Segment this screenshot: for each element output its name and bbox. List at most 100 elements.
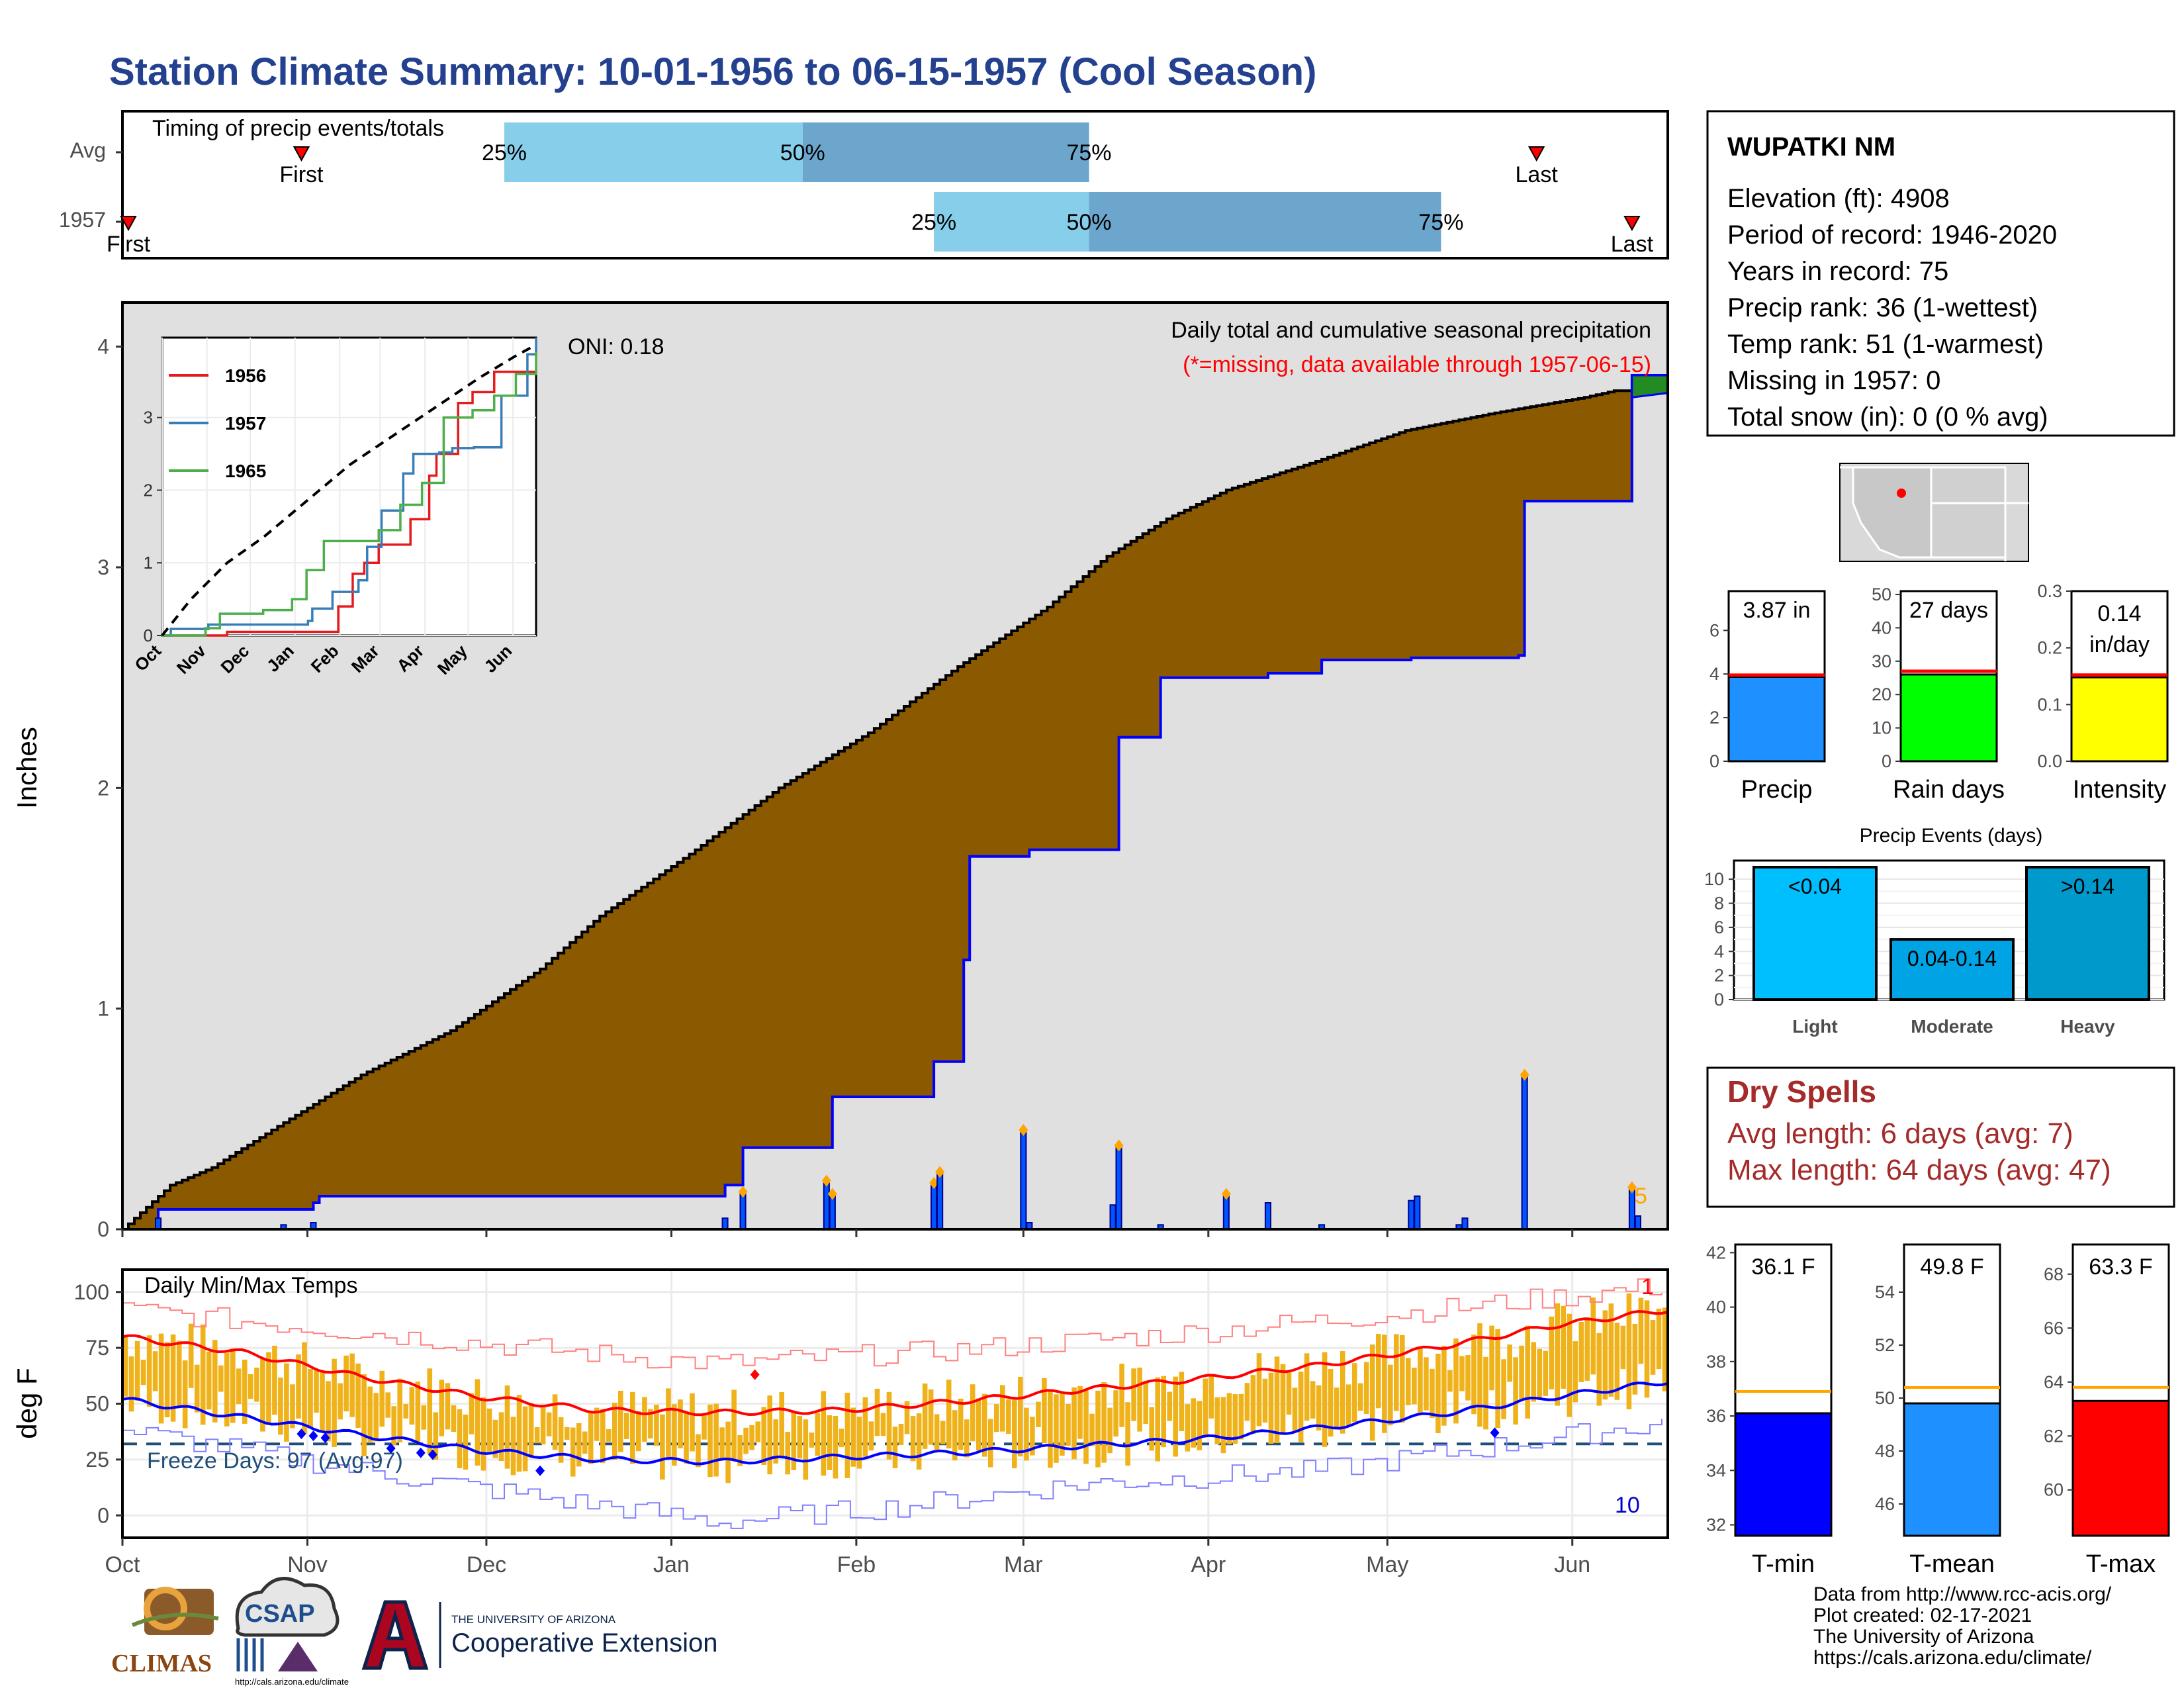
timing-q75-label: 75% <box>1066 140 1111 165</box>
daily-temp-bar <box>1280 1364 1286 1435</box>
daily-temp-bar <box>516 1395 522 1472</box>
temp-summary-tick-label: 54 <box>1875 1282 1895 1302</box>
timing-q25-label: 25% <box>482 140 527 165</box>
daily-temp-bar <box>910 1416 916 1462</box>
daily-temp-bar <box>314 1370 319 1413</box>
summary-bar-tick-label: 0 <box>1882 751 1891 771</box>
daily-temp-bar <box>1173 1376 1178 1457</box>
precip-caption: Daily total and cumulative seasonal prec… <box>1171 318 1651 343</box>
csap-rain-icon <box>236 1638 264 1671</box>
daily-temp-bar <box>916 1413 922 1470</box>
dry-spells-box: Dry Spells Avg length: 6 days (avg: 7) M… <box>1706 1066 2175 1208</box>
timing-first-marker-icon <box>293 146 310 162</box>
daily-temp-bar <box>767 1395 772 1475</box>
daily-temp-bar <box>1000 1385 1005 1432</box>
temp-summary-bar-t-max <box>2071 1399 2170 1537</box>
footer-credit-line: https://cals.arizona.edu/climate/ <box>1813 1647 2092 1669</box>
month-tick-label: Jun <box>1554 1552 1590 1577</box>
daily-temp-bar <box>737 1435 743 1466</box>
daily-temp-bar <box>1489 1325 1494 1391</box>
temp-y-axis: 0 25 50 75 100 <box>74 1280 122 1527</box>
daily-temp-bar <box>648 1409 653 1439</box>
daily-temp-bar <box>379 1370 385 1427</box>
precip-missing-note: (*=missing, data available through 1957-… <box>1183 352 1651 377</box>
daily-temp-bar <box>1334 1387 1340 1429</box>
month-axis: Oct Nov Dec Jan Feb Mar Apr May Jun <box>105 1538 1590 1577</box>
events-y-tick-label: 0 <box>1714 990 1724 1009</box>
daily-temp-bar <box>1095 1390 1101 1468</box>
temp-summary-value: 63.3 F <box>2089 1254 2152 1280</box>
ua-line-2: Cooperative Extension <box>451 1628 717 1658</box>
temp-summary-bar-t-mean <box>1903 1402 2001 1537</box>
climas-field-icon <box>131 1613 219 1627</box>
daily-temp-bar <box>1030 1417 1035 1456</box>
inset-y-tick-label: 1 <box>144 553 153 573</box>
daily-temp-bar <box>546 1412 552 1436</box>
daily-temp-bar <box>1507 1344 1512 1382</box>
daily-temp-bar <box>1143 1380 1148 1425</box>
daily-temp-bar <box>278 1378 283 1435</box>
temp-summary-tick-label: 32 <box>1706 1515 1726 1535</box>
daily-temp-bar <box>880 1413 886 1436</box>
events-y-tick-label: 6 <box>1714 917 1724 937</box>
daily-precip-rank-marker <box>827 1188 837 1200</box>
daily-temp-bar <box>672 1404 677 1466</box>
daily-temp-bar <box>1077 1385 1083 1439</box>
daily-temp-bar <box>1590 1297 1596 1375</box>
daily-temp-bar <box>1620 1325 1626 1370</box>
daily-temp-bar <box>1274 1356 1280 1443</box>
daily-temp-bar <box>343 1355 349 1412</box>
daily-temp-bar <box>809 1432 815 1448</box>
precip-events-chart: Precip Events (days) 0 2 4 6 8 10 <0.04 Light 0.… <box>1704 825 2165 1037</box>
daily-temp-bar <box>1418 1346 1423 1413</box>
daily-temp-bar <box>182 1360 188 1429</box>
daily-temp-bar <box>1161 1376 1166 1448</box>
daily-temp-bar <box>260 1357 265 1432</box>
daily-temp-bar <box>1596 1333 1602 1406</box>
daily-temp-bar <box>594 1407 600 1441</box>
daily-temp-bar <box>385 1392 390 1418</box>
daily-temp-bar <box>660 1414 665 1480</box>
daily-temp-bar <box>940 1421 946 1444</box>
daily-temp-bar <box>904 1401 910 1434</box>
summary-bar-value: 3.87 in <box>1743 598 1810 623</box>
precip-y-tick-label: 0 <box>97 1217 109 1241</box>
daily-temp-bar <box>1054 1394 1059 1463</box>
events-bar-moderate <box>1889 938 2015 1002</box>
daily-precip-bar <box>936 1171 944 1231</box>
daily-temp-bar <box>1060 1393 1065 1456</box>
daily-temp-bar <box>731 1389 737 1461</box>
daily-temp-bar <box>791 1412 797 1470</box>
daily-temp-bar <box>1298 1372 1304 1442</box>
daily-temp-bar <box>475 1379 480 1466</box>
daily-temp-bar <box>952 1410 958 1461</box>
daily-temp-bar <box>463 1414 469 1470</box>
events-y-tick-label: 2 <box>1714 966 1724 986</box>
daily-precip-bar <box>1264 1202 1272 1230</box>
inset-legend-label: 1957 <box>225 413 266 434</box>
timing-q75-label: 75% <box>1418 210 1463 235</box>
daily-temp-bar <box>928 1389 934 1445</box>
daily-temp-bar <box>439 1380 445 1436</box>
daily-temp-bar <box>1537 1348 1542 1400</box>
station-info-line: Temp rank: 51 (1-warmest) <box>1727 330 2044 359</box>
daily-temp-bar <box>296 1354 301 1419</box>
temp-avg-max-line <box>122 1310 1668 1417</box>
csap-logo: CSAP http://cals.arizona.edu/climate <box>235 1577 349 1687</box>
station-info-line: Missing in 1957: 0 <box>1727 366 1940 395</box>
daily-temp-bar <box>713 1403 719 1477</box>
temp-summary-tick-label: 48 <box>1875 1441 1895 1461</box>
temp-summary-label: T-max <box>2086 1550 2156 1578</box>
daily-temp-bar <box>1262 1378 1268 1423</box>
daily-temp-bar <box>1316 1385 1322 1430</box>
station-info-line: Elevation (ft): 4908 <box>1727 184 1950 213</box>
summary-bar-tick-label: 10 <box>1872 718 1891 738</box>
daily-temp-bar <box>1424 1357 1429 1411</box>
daily-temp-bar <box>785 1432 790 1475</box>
dry-spells-avg: Avg length: 6 days (avg: 7) <box>1727 1117 2073 1150</box>
daily-temp-bar <box>892 1427 898 1468</box>
temp-summary-tick-label: 52 <box>1875 1335 1895 1355</box>
daily-temp-bar <box>1071 1387 1077 1460</box>
daily-temp-bar <box>1513 1357 1518 1425</box>
